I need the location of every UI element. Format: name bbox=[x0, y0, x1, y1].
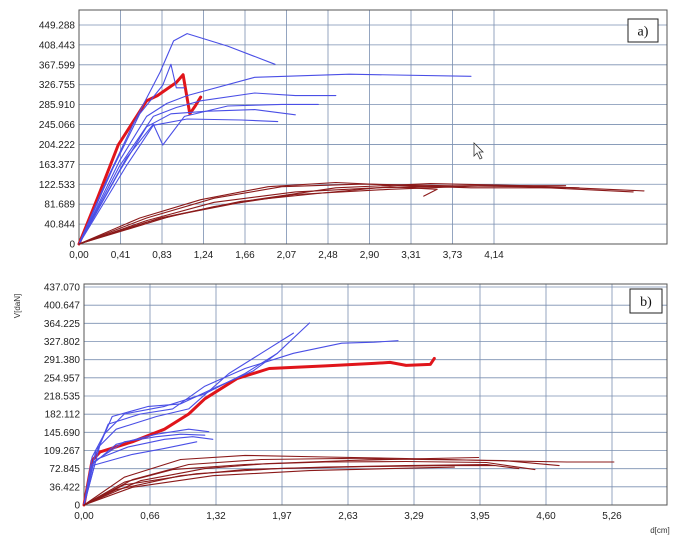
panel-a-x-tick-label: 2,90 bbox=[360, 250, 380, 261]
panel-a-x-tick-label: 0,00 bbox=[69, 250, 89, 261]
panel-a-y-tick-label: 122.533 bbox=[39, 180, 76, 191]
panel-b-x-tick-label: 4,60 bbox=[536, 511, 556, 522]
panel-a-series-line-12 bbox=[78, 185, 580, 245]
panel-b-series-line-12 bbox=[83, 456, 480, 506]
panel-b-y-tick-label: 109.267 bbox=[44, 446, 81, 457]
panel-b-y-tick-label: 145.690 bbox=[44, 428, 81, 439]
panel-b-x-tick-label: 3,29 bbox=[404, 511, 424, 522]
panel-a-y-tick-label: 163.377 bbox=[39, 160, 76, 171]
panel-a-y-tick-label: 245.066 bbox=[39, 120, 76, 131]
panel-a-x-tick-label: 0,41 bbox=[111, 250, 131, 261]
panel-a-label-box bbox=[627, 18, 659, 43]
panel-b-y-tick-label: 364.225 bbox=[44, 319, 81, 330]
panel-b-y-tick-label: 291.380 bbox=[44, 355, 81, 366]
panel-b-x-tick-label: 1,97 bbox=[272, 511, 292, 522]
panel-b-y-tick-label: 72.845 bbox=[49, 464, 80, 475]
panel-b-y-tick-label: 327.802 bbox=[44, 337, 81, 348]
panel-a-x-tick-label: 1,24 bbox=[194, 250, 214, 261]
panel-a-y-tick-label: 0 bbox=[69, 240, 75, 251]
panel-b-y-tick-label: 36.422 bbox=[49, 482, 80, 493]
panel-b-y-tick-label: 218.535 bbox=[44, 392, 81, 403]
panel-b-x-axis-label: d[cm] bbox=[650, 526, 670, 535]
mouse-cursor-icon bbox=[473, 142, 484, 160]
panel-b-y-tick-label: 400.647 bbox=[44, 301, 81, 312]
panel-a-y-tick-label: 367.599 bbox=[39, 60, 76, 71]
panel-a-x-tick-label: 3,73 bbox=[443, 250, 463, 261]
panel-a-x-tick-label: 1,66 bbox=[235, 250, 255, 261]
panel-a-x-tick-label: 0,83 bbox=[152, 250, 172, 261]
panel-b-y-axis-label: V[daN] bbox=[13, 294, 22, 318]
panel-a-series-line-0 bbox=[77, 73, 203, 246]
panel-a-series-line-1 bbox=[78, 33, 276, 245]
panel-a-series-line-8 bbox=[78, 181, 567, 245]
panel-a-series-line-3 bbox=[78, 73, 472, 245]
panel-b-label: b) bbox=[640, 295, 652, 310]
panel-a-series-line-6 bbox=[78, 109, 296, 245]
panel-a-series-line-11 bbox=[78, 186, 438, 245]
panel-b-x-tick-label: 0,00 bbox=[74, 511, 94, 522]
panel-a-x-tick-label: 3,31 bbox=[401, 250, 421, 261]
panel-a-y-tick-label: 408.443 bbox=[39, 40, 76, 51]
panel-b-series-line-6 bbox=[83, 433, 206, 506]
panel-b-series-line-4 bbox=[83, 340, 399, 506]
panel-b-y-tick-label: 254.957 bbox=[44, 373, 81, 384]
panel-b-series-line-9 bbox=[83, 454, 615, 506]
panel-b-x-tick-label: 0,66 bbox=[140, 511, 160, 522]
panel-a-frame bbox=[78, 9, 668, 245]
panel-a-y-tick-label: 326.755 bbox=[39, 80, 76, 91]
panel-a-label: a) bbox=[638, 25, 649, 40]
panel-a-series-line-4 bbox=[78, 92, 337, 245]
panel-a-y-tick-label: 449.288 bbox=[39, 21, 76, 32]
panel-a-x-tick-label: 4,14 bbox=[484, 250, 504, 261]
panel-b-series-line-7 bbox=[83, 436, 214, 506]
panel-b-x-tick-label: 3,95 bbox=[470, 511, 490, 522]
panel-b-y-tick-label: 0 bbox=[74, 501, 80, 512]
panel-b-series-line-8 bbox=[83, 441, 198, 506]
panel-b-x-tick-label: 1,32 bbox=[206, 511, 226, 522]
panel-a-y-tick-label: 204.222 bbox=[39, 140, 76, 151]
panel-b-x-tick-label: 5,26 bbox=[602, 511, 622, 522]
panel-a-x-tick-label: 2,07 bbox=[277, 250, 297, 261]
panel-b-frame bbox=[83, 283, 668, 506]
panel-a-x-tick-label: 2,48 bbox=[318, 250, 338, 261]
panel-b-series-line-15 bbox=[83, 466, 455, 506]
panel-b-label-box bbox=[629, 288, 663, 314]
panel-b-series-line-14 bbox=[83, 465, 496, 506]
panel-a-y-tick-label: 81.689 bbox=[44, 200, 75, 211]
panel-a-y-tick-label: 40.844 bbox=[44, 220, 75, 231]
panel-a-series-line-2 bbox=[78, 63, 185, 245]
panel-a-series-line-7 bbox=[78, 118, 279, 245]
panel-a-series-line-13 bbox=[78, 183, 645, 245]
panel-b-x-tick-label: 2,63 bbox=[338, 511, 358, 522]
panel-b-y-tick-label: 182.112 bbox=[45, 410, 81, 421]
panel-a-y-tick-label: 285.910 bbox=[39, 100, 76, 111]
panel-b-y-tick-label: 437.070 bbox=[44, 283, 81, 294]
panel-b-series-line-5 bbox=[83, 428, 210, 506]
